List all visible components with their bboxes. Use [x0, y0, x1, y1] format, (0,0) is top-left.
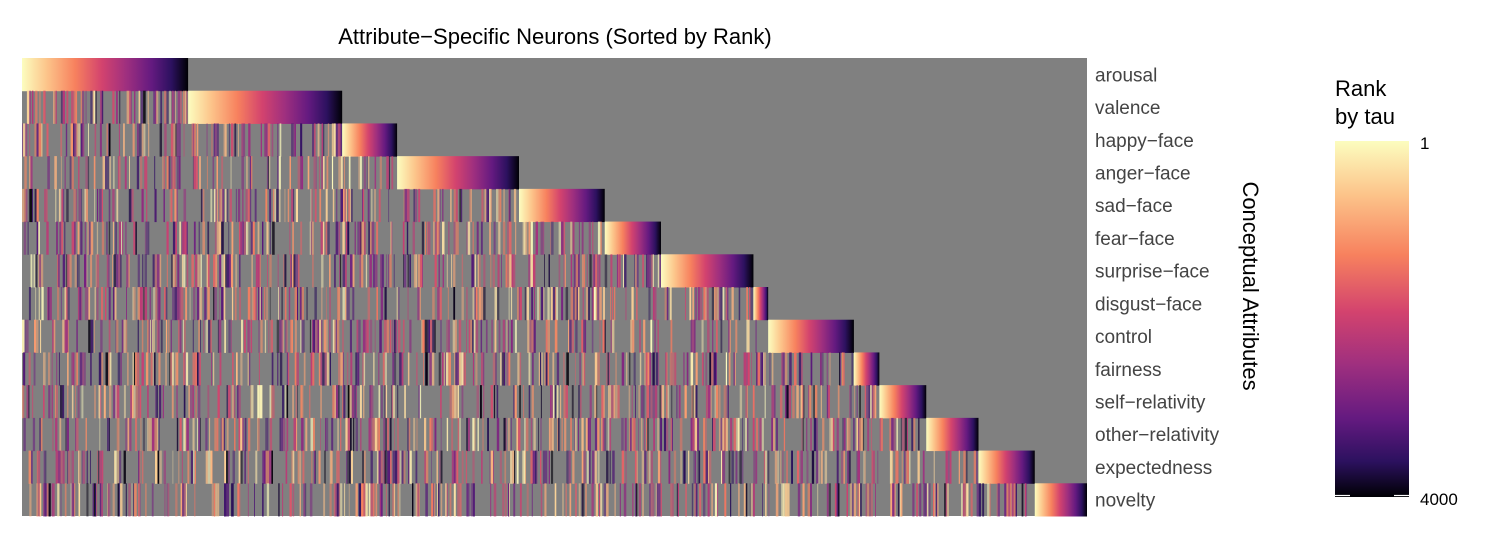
y-axis-label: Conceptual Attributes [1238, 181, 1263, 390]
row-label: valence [1095, 98, 1161, 119]
row-label: fairness [1095, 360, 1162, 381]
heatmap-stripes-control [22, 319, 757, 353]
heatmap-stripes-sad−face [22, 188, 517, 223]
heatmap-block-sad−face [519, 188, 605, 223]
heatmap-block-fairness [853, 352, 880, 386]
heatmap-stripes-disgust−face [28, 287, 753, 321]
heatmap-stripes-anger−face [24, 156, 394, 190]
row-label: disgust−face [1095, 294, 1202, 315]
row-label: sad−face [1095, 196, 1173, 217]
heatmap-stripes-valence [26, 90, 188, 124]
row-label: self−relativity [1095, 393, 1206, 414]
heatmap-stripes-expectedness [28, 450, 978, 484]
row-label: fear−face [1095, 229, 1175, 250]
row-label: happy−face [1095, 131, 1194, 152]
heatmap-stripes-self−relativity [22, 385, 877, 419]
heatmap-stripes-other−relativity [23, 417, 920, 452]
heatmap-block-anger−face [397, 156, 519, 190]
colorbar-tick-top: 1 [1420, 134, 1429, 153]
row-label: expectedness [1095, 458, 1212, 479]
heatmap-stripes-novelty [29, 483, 1028, 517]
heatmap-block-disgust−face [753, 287, 769, 321]
heatmap-block-control [768, 319, 854, 353]
heatmap-block-arousal [22, 58, 189, 92]
heatmap-block-expectedness [978, 450, 1035, 484]
colorbar-title-line-2: by tau [1335, 104, 1395, 129]
row-label: novelty [1095, 491, 1156, 512]
heatmap-block-other−relativity [926, 417, 979, 452]
colorbar-title-line-1: Rank [1335, 76, 1387, 101]
heatmap-panel [22, 58, 1087, 517]
heatmap-block-fear−face [604, 221, 661, 255]
row-label: surprise−face [1095, 262, 1210, 283]
colorbar-gradient [1335, 141, 1409, 497]
row-label: anger−face [1095, 164, 1191, 185]
heatmap-stripes-happy−face [22, 123, 342, 157]
colorbar: Rank by tau 1 4000 [1335, 76, 1458, 509]
heatmap-stripes-fairness [23, 352, 853, 386]
heatmap-block-self−relativity [879, 385, 927, 419]
heatmap-block-surprise−face [661, 254, 754, 288]
heatmap-block-novelty [1034, 483, 1087, 517]
chart-title: Attribute−Specific Neurons (Sorted by Ra… [338, 24, 771, 49]
heatmap-block-happy−face [342, 123, 398, 157]
heatmap-stripes-fear−face [23, 221, 602, 255]
colorbar-tick-bottom: 4000 [1420, 490, 1458, 509]
heatmap-block-valence [188, 90, 343, 124]
row-labels: arousal valence happy−face anger−face sad−fa… [1095, 65, 1220, 511]
heatmap-stripes-surprise−face [30, 254, 661, 288]
row-label: control [1095, 327, 1152, 348]
row-label: arousal [1095, 65, 1157, 86]
row-label: other−relativity [1095, 425, 1220, 446]
